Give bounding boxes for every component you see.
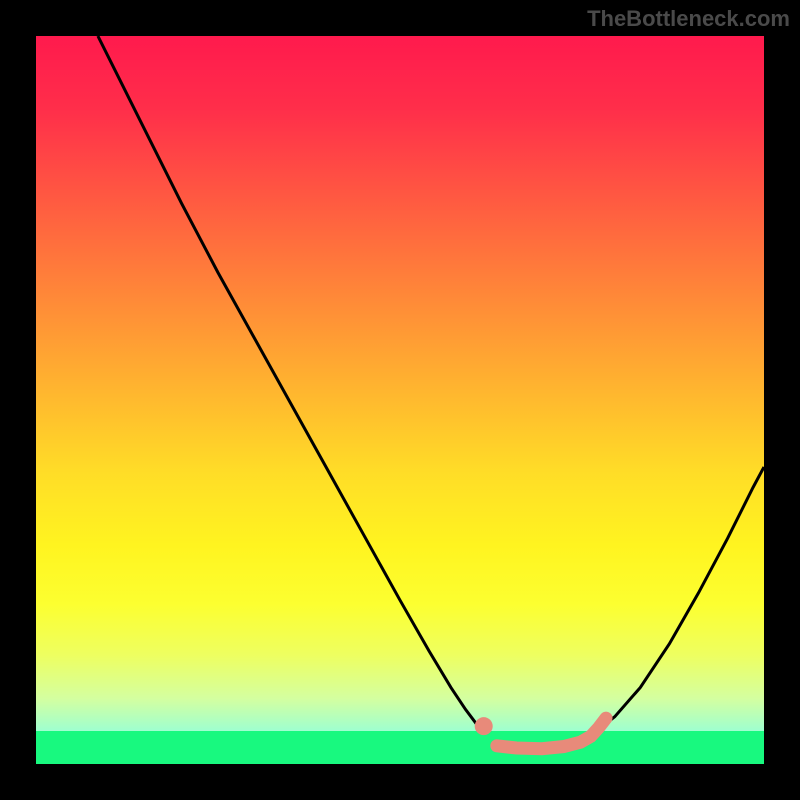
curve-layer (36, 36, 764, 764)
watermark-text: TheBottleneck.com (587, 6, 790, 32)
plot-area (36, 36, 764, 764)
curve-right (597, 467, 764, 731)
salmon-overlay (475, 717, 606, 749)
curve-left (98, 36, 484, 731)
